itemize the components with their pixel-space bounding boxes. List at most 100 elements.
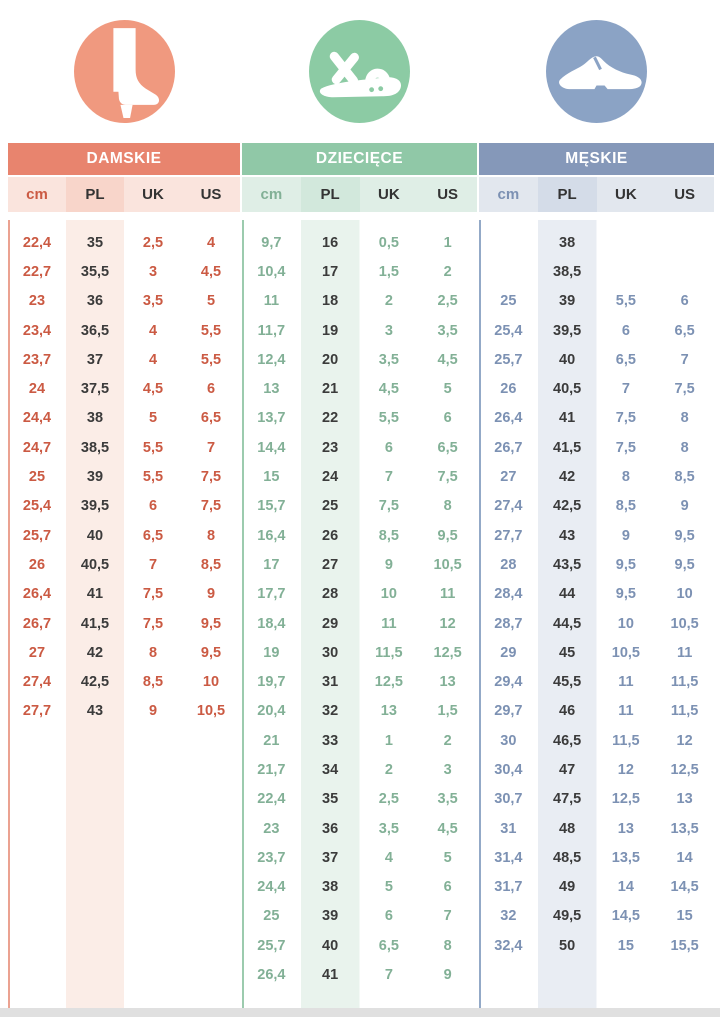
cell-pl: 34 xyxy=(322,761,339,778)
section-damskie: DAMSKIE cm PL UK US 22,4 35 2,5 4 22,7 35,5 3 4… xyxy=(8,0,240,1017)
cell-us: 8 xyxy=(443,937,452,954)
table-row: 38,5 xyxy=(479,257,714,286)
cell-pl: 40,5 xyxy=(80,556,110,573)
cell-us: 12,5 xyxy=(433,644,462,661)
cell-us: 6 xyxy=(443,410,452,427)
cell-cm: 27,4 xyxy=(494,498,523,515)
cell-cm: 25,4 xyxy=(22,498,52,515)
cell-pl: 37,5 xyxy=(80,381,110,398)
cell-us: 7,5 xyxy=(200,498,222,515)
cell-us: 9,5 xyxy=(674,527,695,544)
cell-pl: 42 xyxy=(86,644,104,661)
table-row: 19 30 11,5 12,5 xyxy=(242,638,477,667)
cell-pl: 23 xyxy=(322,439,339,456)
cell-uk: 10 xyxy=(617,615,634,632)
cell-us: 4,5 xyxy=(437,351,458,368)
cell-cm: 28 xyxy=(500,556,517,573)
cell-uk: 4,5 xyxy=(142,381,164,398)
cell-us: 5 xyxy=(206,293,216,310)
cell-us: 6 xyxy=(443,879,452,896)
cell-cm: 19 xyxy=(263,644,280,661)
cell-uk: 1 xyxy=(384,732,393,749)
cell-pl: 39 xyxy=(322,908,339,925)
cell-pl: 40 xyxy=(322,937,339,954)
cell-uk: 3 xyxy=(384,322,393,339)
cell-cm: 30,7 xyxy=(494,791,523,808)
cell-us: 5 xyxy=(443,381,452,398)
cell-us: 13 xyxy=(676,791,693,808)
table-row: 17,7 28 10 11 xyxy=(242,580,477,609)
table-row: 26 40,5 7 7,5 xyxy=(479,374,714,403)
column-headers: cm PL UK US xyxy=(8,177,240,212)
section-title: DAMSKIE xyxy=(8,143,240,175)
cell-pl: 36 xyxy=(322,820,339,837)
cell-pl: 41,5 xyxy=(80,615,110,632)
table-row: 29,4 45,5 11 11,5 xyxy=(479,667,714,696)
size-table-meskie: 38 38,5 25 39 5,5 6 25,4 39,5 6 6,5 25,7 40 6,5 7 26 40… xyxy=(479,220,714,1008)
cell-uk: 13 xyxy=(380,703,397,720)
cell-us: 12 xyxy=(439,615,456,632)
cell-us: 5,5 xyxy=(200,351,222,368)
table-row: 31,4 48,5 13,5 14 xyxy=(479,843,714,872)
cell-us: 2 xyxy=(443,263,452,280)
cell-cm: 24,7 xyxy=(22,439,52,456)
table-row: 11,7 19 3 3,5 xyxy=(242,316,477,345)
cell-pl: 40 xyxy=(559,351,576,368)
cell-uk: 5,5 xyxy=(142,439,164,456)
col-header-uk: UK xyxy=(378,186,400,203)
table-row: 25 39 5,5 7,5 xyxy=(8,462,240,491)
cell-cm: 29 xyxy=(500,644,517,661)
cell-pl: 50 xyxy=(559,937,576,954)
table-row: 31 48 13 13,5 xyxy=(479,814,714,843)
cell-us: 8,5 xyxy=(200,556,222,573)
cell-us: 13,5 xyxy=(670,820,699,837)
cell-us: 8 xyxy=(206,527,216,544)
cell-pl: 47,5 xyxy=(553,791,582,808)
cell-uk: 5,5 xyxy=(615,293,636,310)
table-row: 22,7 35,5 3 4,5 xyxy=(8,257,240,286)
cell-us: 7 xyxy=(206,439,216,456)
cell-uk: 4 xyxy=(148,322,158,339)
section-title: DZIECIĘCE xyxy=(242,143,477,175)
table-row: 26 40,5 7 8,5 xyxy=(8,550,240,579)
cell-uk: 6,5 xyxy=(615,351,636,368)
table-row: 16,4 26 8,5 9,5 xyxy=(242,521,477,550)
col-header-pl: PL xyxy=(300,177,360,212)
table-row: 13 21 4,5 5 xyxy=(242,374,477,403)
cell-cm: 27 xyxy=(28,644,46,661)
cell-uk: 7 xyxy=(384,469,393,486)
cell-us: 4,5 xyxy=(200,263,222,280)
cell-cm: 22,4 xyxy=(257,791,286,808)
table-row: 32 49,5 14,5 15 xyxy=(479,902,714,931)
cell-pl: 41 xyxy=(86,586,104,603)
cell-pl: 39 xyxy=(86,469,104,486)
cell-us: 9,5 xyxy=(674,556,695,573)
cell-pl: 43,5 xyxy=(553,556,582,573)
cell-cm: 24,4 xyxy=(22,410,52,427)
cell-pl: 32 xyxy=(322,703,339,720)
cell-cm: 21 xyxy=(263,732,280,749)
col-header-uk: UK xyxy=(142,186,164,203)
cell-pl: 31 xyxy=(322,674,339,691)
cell-pl: 49,5 xyxy=(553,908,582,925)
cell-cm: 25,7 xyxy=(257,937,286,954)
table-row: 25,4 39,5 6 6,5 xyxy=(479,316,714,345)
table-row: 27,4 42,5 8,5 10 xyxy=(8,667,240,696)
table-row: 13,7 22 5,5 6 xyxy=(242,404,477,433)
cell-cm: 11 xyxy=(263,293,280,310)
col-header-cm: cm xyxy=(260,186,283,203)
cell-cm: 16,4 xyxy=(257,527,286,544)
cell-pl: 21 xyxy=(322,381,339,398)
table-row: 22,4 35 2,5 3,5 xyxy=(242,785,477,814)
cell-cm: 25 xyxy=(28,469,46,486)
table-row: 27 42 8 9,5 xyxy=(8,638,240,667)
cell-pl: 47 xyxy=(559,761,576,778)
cell-uk: 9,5 xyxy=(615,586,636,603)
cell-us: 3 xyxy=(443,761,452,778)
cell-pl: 19 xyxy=(322,322,339,339)
table-row: 12,4 20 3,5 4,5 xyxy=(242,345,477,374)
cell-cm: 26 xyxy=(28,556,46,573)
cell-uk: 2,5 xyxy=(142,234,164,251)
cell-pl: 18 xyxy=(322,293,339,310)
table-row: 9,7 16 0,5 1 xyxy=(242,228,477,257)
